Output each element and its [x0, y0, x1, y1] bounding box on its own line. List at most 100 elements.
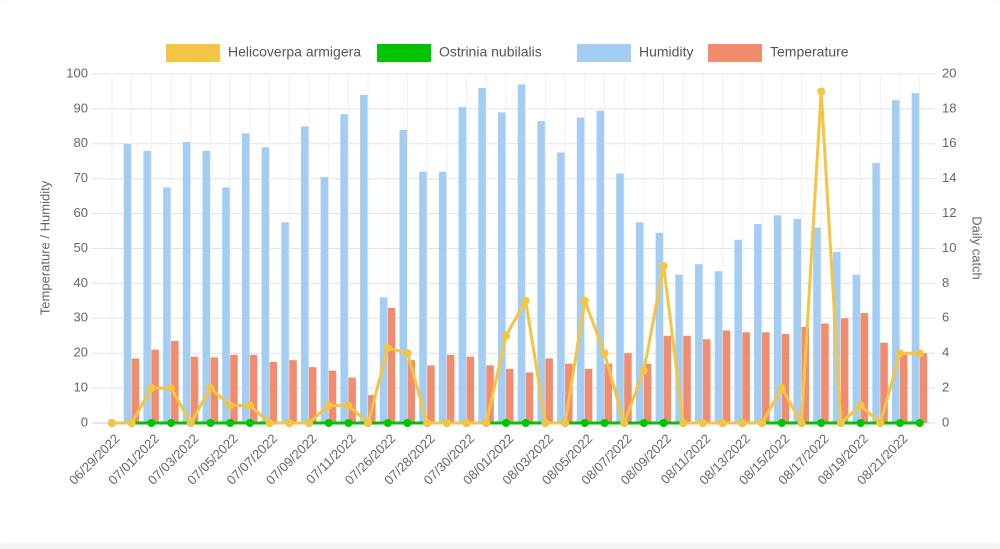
- y-tick-label: 60: [74, 205, 88, 220]
- bar: [762, 332, 770, 423]
- bar: [919, 353, 928, 423]
- y2-tick-label: 16: [942, 135, 956, 150]
- point: [383, 419, 392, 427]
- point: [836, 419, 845, 427]
- point: [561, 419, 570, 427]
- y2-tick-label: 10: [942, 240, 956, 255]
- point: [186, 419, 195, 427]
- bar: [821, 323, 829, 423]
- bar: [675, 274, 683, 423]
- y2-tick-label: 2: [942, 380, 949, 395]
- bar: [281, 222, 289, 423]
- bar: [301, 126, 309, 423]
- legend-label: Humidity: [639, 44, 693, 60]
- bar: [348, 377, 356, 423]
- point: [718, 419, 727, 427]
- bar: [683, 335, 691, 423]
- point: [127, 419, 136, 427]
- bar: [131, 358, 140, 423]
- y2-tick-label: 6: [942, 310, 949, 325]
- bar: [624, 353, 632, 423]
- point: [600, 349, 609, 358]
- bar: [892, 100, 900, 424]
- y-tick-label: 10: [74, 380, 88, 395]
- legend-label: Ostrinia nubilalis: [439, 44, 542, 60]
- bar: [880, 342, 888, 423]
- point: [738, 419, 747, 427]
- point: [777, 384, 786, 393]
- bar: [222, 187, 230, 423]
- bar: [754, 224, 762, 423]
- legend-swatch: [577, 44, 631, 62]
- point: [108, 419, 116, 427]
- bar: [427, 365, 435, 423]
- point: [442, 419, 451, 427]
- bar: [734, 239, 742, 423]
- bar: [643, 363, 652, 423]
- legend-swatch: [377, 44, 431, 62]
- y-tick-label: 0: [81, 414, 88, 429]
- point: [580, 419, 589, 427]
- legend-item: Temperature: [708, 44, 849, 62]
- y-tick-label: 80: [74, 135, 88, 150]
- point: [324, 401, 333, 410]
- point: [659, 419, 668, 427]
- point: [915, 419, 924, 427]
- bar: [781, 334, 790, 423]
- bar: [399, 129, 407, 423]
- bar: [576, 117, 585, 423]
- bar: [143, 150, 151, 423]
- bar: [340, 114, 348, 423]
- bar: [703, 339, 711, 423]
- bar: [742, 332, 750, 423]
- point: [639, 419, 648, 427]
- bar: [151, 349, 159, 423]
- point: [423, 419, 432, 427]
- point: [541, 419, 550, 427]
- bar: [900, 354, 908, 423]
- point: [502, 331, 510, 340]
- y2-tick-label: 12: [942, 205, 956, 220]
- bar: [407, 360, 415, 423]
- point: [817, 87, 826, 96]
- y2-tick-label: 0: [942, 414, 949, 429]
- bar: [446, 354, 455, 423]
- point: [620, 419, 629, 427]
- bar: [171, 340, 179, 423]
- legend-item: Humidity: [577, 44, 693, 62]
- point: [324, 419, 333, 427]
- bar: [190, 356, 199, 423]
- bar: [249, 354, 258, 423]
- y-axis-title: Temperature / Humidity: [37, 180, 52, 315]
- point: [502, 419, 510, 427]
- point: [147, 384, 156, 393]
- legend-swatch: [708, 44, 762, 62]
- bar: [261, 147, 270, 424]
- point: [167, 384, 176, 393]
- bar: [773, 215, 782, 423]
- point: [797, 419, 806, 427]
- y-tick-label: 90: [74, 100, 88, 115]
- bar: [596, 110, 604, 424]
- y-tick-label: 40: [74, 275, 88, 290]
- point: [600, 419, 609, 427]
- bar: [320, 176, 329, 423]
- bar: [269, 361, 278, 423]
- point: [580, 296, 589, 305]
- bar: [360, 94, 368, 423]
- bar: [840, 318, 849, 423]
- y2-tick-label: 4: [942, 345, 949, 360]
- bar: [872, 162, 880, 423]
- point: [403, 419, 412, 427]
- point: [226, 419, 235, 427]
- legend-item: Helicoverpa armigera: [166, 44, 361, 62]
- point: [462, 419, 471, 427]
- y-tick-label: 20: [74, 345, 88, 360]
- bar: [506, 368, 514, 423]
- legend-swatch: [166, 44, 220, 62]
- bar: [537, 121, 545, 424]
- bar: [163, 187, 171, 423]
- bar: [635, 222, 644, 423]
- bar: [813, 227, 821, 423]
